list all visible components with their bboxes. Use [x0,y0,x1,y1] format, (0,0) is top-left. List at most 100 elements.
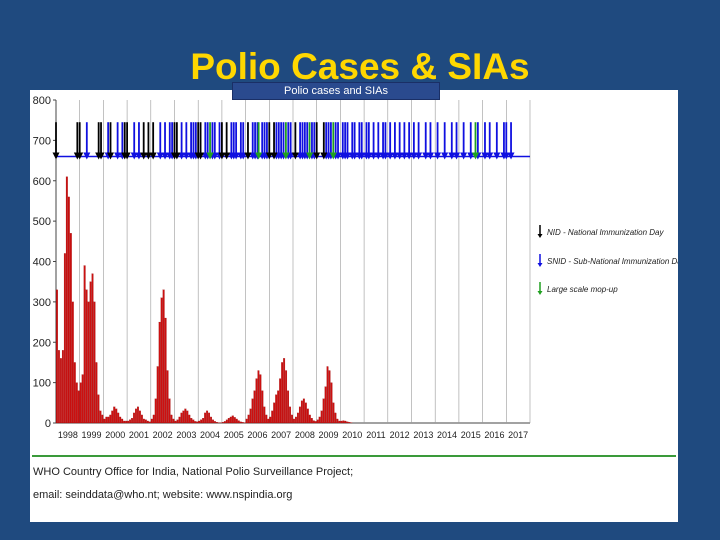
bar [312,420,315,424]
nid-marker-head [218,152,226,160]
bar [287,390,290,424]
nid-marker-head [140,152,148,160]
bar [148,421,151,424]
bar [255,378,258,424]
nid-marker-head [244,152,252,160]
footer-source: WHO Country Office for India, National P… [33,466,354,478]
legend-arrow-head [537,291,543,295]
bar [111,410,114,424]
chart-header-tab: Polio cases and SIAs [232,82,440,100]
bar [263,406,266,424]
bar [158,321,161,424]
bar [281,362,284,424]
x-tick-label: 2015 [461,430,481,440]
bar [137,406,139,424]
bar [253,390,256,424]
bar [346,421,349,424]
bar [71,301,74,424]
bar [328,370,331,424]
bar [318,416,321,424]
x-tick-label: 2006 [247,430,267,440]
snid-marker-head [481,152,489,160]
bar [245,418,248,424]
nid-marker-head [97,152,105,160]
bar [202,418,205,424]
bar [65,176,68,424]
snid-marker-head [396,152,404,160]
bar [56,289,58,424]
mopup-marker-head [255,152,263,160]
snid-marker-head [232,152,240,160]
bar [259,374,262,424]
nid-marker-head [149,152,157,160]
mopup-marker-head [206,152,214,160]
snid-marker-head [344,152,352,160]
footer-divider [32,455,676,457]
bar [99,410,102,424]
snid-marker-head [370,152,378,160]
bar [322,398,325,424]
x-tick-label: 2000 [105,430,125,440]
snid-marker-head [156,152,164,160]
snid-marker-head [358,152,366,160]
bar [223,421,226,424]
bar [58,350,60,424]
bar [336,418,339,424]
slide-title: Polio Cases & SIAs [190,46,530,87]
bar [267,418,270,424]
bar [81,374,84,424]
snid-marker-head [453,152,461,160]
bar [73,362,76,424]
bar [164,317,167,424]
bar [142,418,145,424]
snid-marker-head [386,152,394,160]
snid-marker-head [334,152,342,160]
bar [233,417,236,424]
bar [241,422,244,424]
bar [178,416,181,424]
footer-contact: email: seinddata@who.nt; website: www.ns… [33,489,293,501]
bar [188,414,191,424]
snid-marker-head [410,152,418,160]
bar [192,419,195,424]
bar [210,416,212,424]
bar [300,400,303,424]
x-tick-label: 2009 [319,430,339,440]
bar [93,301,96,424]
bar [257,370,260,424]
bar [306,408,309,424]
bar [310,418,313,424]
nid-marker-head [313,152,321,160]
legend-label: SNID - Sub-National Immunization Day [547,257,678,266]
bar [206,410,209,424]
bar [334,412,337,424]
bar [60,358,62,424]
bar [109,414,112,424]
y-tick-label: 0 [45,418,51,430]
bar [344,420,347,424]
bar [127,420,130,424]
snid-marker-head [391,152,399,160]
bar [314,421,317,424]
snid-marker-head [400,152,408,160]
bar [160,297,163,424]
x-tick-label: 2001 [129,430,149,440]
bar [330,382,333,424]
snid-marker-head [287,152,295,160]
y-tick-label: 600 [33,176,51,188]
snid-marker-head [130,152,138,160]
bar [152,414,155,424]
bar [133,412,135,424]
bar [156,366,159,424]
legend-label: Large scale mop-up [547,285,618,294]
nid-marker-head [320,152,328,160]
bar [97,394,100,424]
y-tick-label: 700 [33,135,51,147]
x-tick-label: 2011 [366,430,385,440]
snid-marker-head [381,152,389,160]
bar [237,420,240,424]
x-tick-label: 2007 [271,430,291,440]
bar [119,416,122,424]
y-tick-label: 300 [33,297,51,309]
snid-marker-head [365,152,373,160]
